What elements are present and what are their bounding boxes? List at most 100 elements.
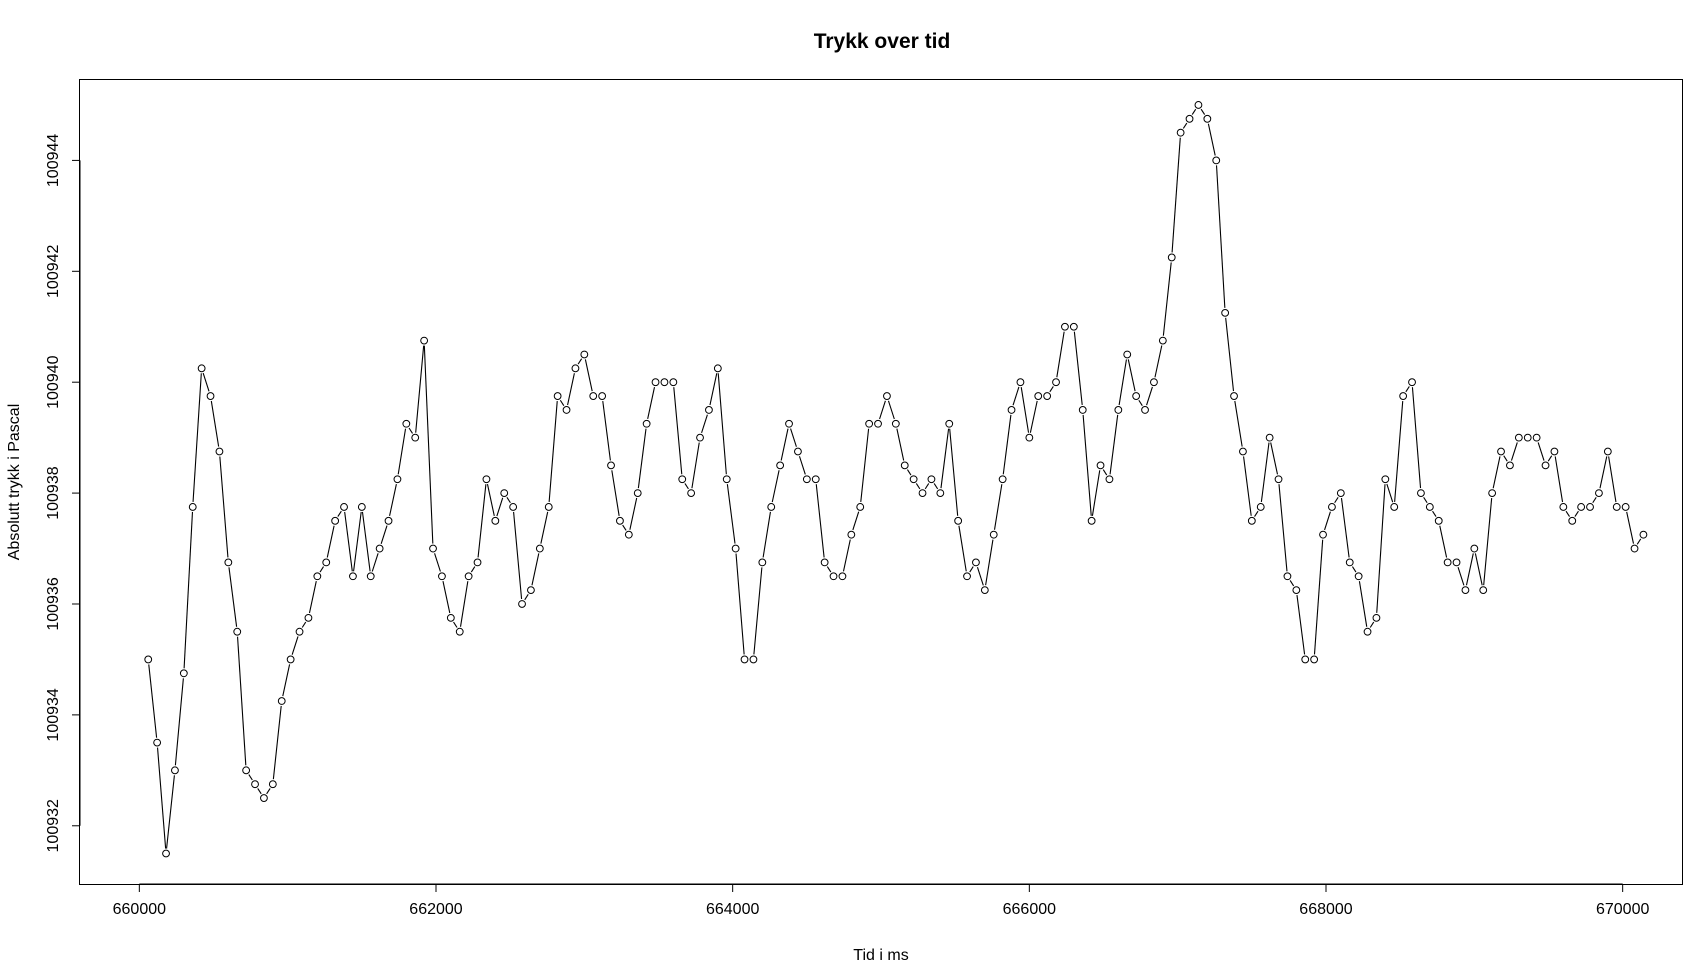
data-point	[1586, 503, 1594, 511]
series-line-segment	[709, 373, 718, 406]
data-point	[411, 433, 420, 442]
data-point	[420, 336, 429, 345]
data-point	[233, 627, 242, 636]
series-line-segment	[548, 400, 558, 503]
series-line-segment	[780, 428, 789, 461]
data-point	[705, 406, 713, 414]
data-point	[464, 572, 473, 581]
data-point	[1256, 503, 1265, 511]
data-point	[1354, 572, 1363, 581]
series-line-segment	[513, 511, 523, 600]
series-line-segment	[1118, 359, 1127, 406]
series-line-segment	[1394, 400, 1404, 503]
series-line-segment	[726, 484, 736, 544]
x-tick-label: 670000	[1596, 901, 1649, 918]
series-line-segment	[673, 387, 683, 475]
data-point	[1158, 336, 1167, 345]
series-line-segment	[1154, 345, 1163, 378]
series-line-segment	[415, 345, 425, 433]
series-line-segment	[219, 456, 229, 558]
series-line-segment	[531, 553, 540, 586]
data-point	[669, 378, 678, 387]
data-point	[713, 364, 722, 373]
data-point	[1470, 544, 1479, 553]
y-tick-label: 100936	[45, 577, 62, 630]
series-line-segment	[237, 636, 247, 766]
data-point	[286, 655, 295, 664]
series-line-segment	[1056, 331, 1065, 378]
series-line-segment	[629, 497, 638, 530]
series-line-segment	[1146, 386, 1153, 406]
series-line-segment	[842, 539, 851, 572]
series-line-segment	[852, 511, 860, 531]
data-point	[1203, 114, 1212, 123]
data-point	[1381, 475, 1390, 484]
series-line-segment	[735, 553, 745, 655]
data-point	[206, 392, 215, 400]
x-axis: 660000 662000 664000 666000 668000 670000	[113, 883, 1649, 918]
data-point	[509, 503, 518, 511]
data-point	[535, 544, 544, 553]
data-point	[188, 503, 197, 511]
data-point	[874, 419, 882, 428]
data-point	[402, 419, 411, 428]
series-line-segment	[1608, 456, 1617, 503]
data-point	[1372, 613, 1381, 622]
data-point	[349, 572, 357, 581]
data-point	[847, 530, 856, 539]
data-point	[616, 516, 624, 525]
data-point	[544, 503, 553, 511]
y-axis: 100932 100934 100936 100938 100940 100942 1009…	[45, 134, 81, 852]
data-point	[1043, 392, 1052, 400]
series-line-segment	[442, 581, 451, 614]
data-point	[553, 392, 562, 400]
data-point	[242, 766, 251, 775]
data-point	[696, 433, 704, 442]
data-point	[1141, 406, 1149, 414]
series-line-segment	[282, 664, 291, 697]
chart-title: Trykk over tid	[814, 30, 951, 53]
series-line-segment	[1207, 123, 1216, 156]
series-line-segment	[1599, 456, 1608, 489]
data-point	[1345, 558, 1354, 567]
series-line-segment	[248, 774, 253, 781]
data-point	[856, 503, 865, 511]
series-line-segment	[380, 525, 388, 544]
data-point	[963, 572, 971, 581]
series-line-segment	[1636, 538, 1642, 545]
data-point	[1247, 516, 1256, 525]
data-point	[1230, 392, 1238, 400]
series-line-segment	[1313, 539, 1324, 655]
series-line-segment	[434, 553, 441, 572]
data-point	[954, 516, 963, 525]
data-point	[1301, 655, 1310, 664]
y-tick-label: 100940	[45, 355, 62, 408]
data-point	[1328, 503, 1336, 511]
series-line-segment	[1102, 469, 1108, 476]
data-point	[518, 600, 526, 608]
data-point	[153, 738, 162, 747]
series-line-segment	[684, 483, 689, 490]
series-line-segment	[1278, 484, 1288, 572]
data-point	[1292, 586, 1301, 595]
series-line-segment	[915, 483, 921, 490]
data-point	[1434, 516, 1443, 525]
series-line-segment	[1324, 511, 1331, 531]
series-line-segment	[1574, 510, 1579, 517]
series-line-segment	[771, 470, 780, 503]
series-line-segment	[202, 372, 210, 392]
plot-frame	[79, 79, 1683, 885]
data-point	[678, 475, 687, 484]
series-line-segment	[319, 566, 324, 573]
data-point	[776, 461, 785, 470]
series-line-segment	[1474, 553, 1483, 586]
data-point	[1408, 378, 1416, 387]
data-point	[1283, 572, 1292, 581]
data-point	[1105, 475, 1114, 484]
series-line-segment	[228, 567, 238, 627]
data-point	[838, 572, 847, 581]
series-line-segment	[524, 594, 529, 601]
series-line-segment	[1547, 455, 1553, 462]
data-point	[1497, 447, 1505, 456]
